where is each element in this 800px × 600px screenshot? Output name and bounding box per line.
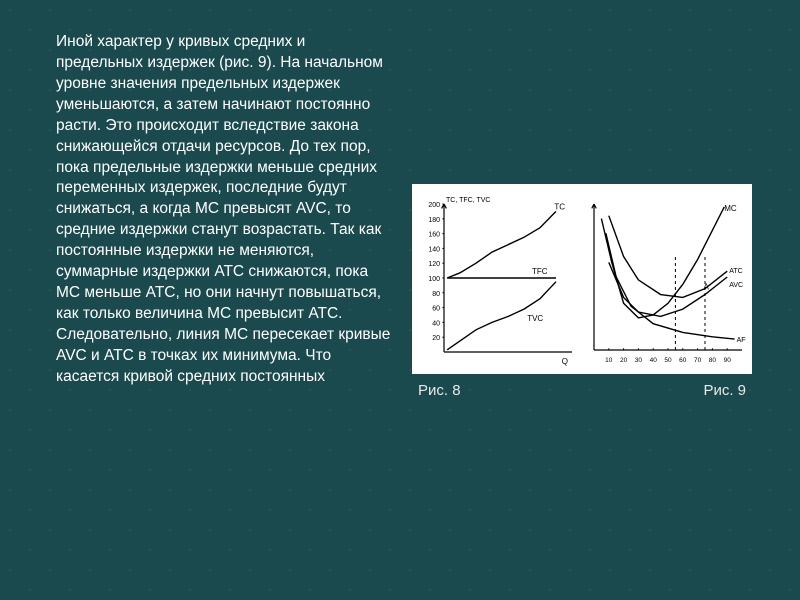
svg-text:10: 10	[605, 357, 613, 364]
svg-text:20: 20	[432, 335, 440, 342]
svg-text:70: 70	[694, 357, 702, 364]
svg-text:AVC: AVC	[729, 282, 743, 289]
figure-captions: Рис. 8 Рис. 9	[412, 382, 752, 399]
svg-text:MC: MC	[724, 204, 737, 213]
svg-text:Q: Q	[562, 357, 568, 366]
svg-text:AFC: AFC	[737, 337, 746, 344]
figure-9-chart: 10 20 30 40 50 60 70 80 90 MC ATC AVC AFC A	[580, 190, 746, 368]
svg-text:100: 100	[428, 276, 440, 283]
svg-text:A: A	[704, 283, 710, 292]
svg-text:200: 200	[428, 202, 440, 209]
svg-text:90: 90	[724, 357, 732, 364]
svg-text:80: 80	[432, 291, 440, 298]
charts-container: 20 40 60 80 100 120 140 160 180 200 TC, TFC, TVC TC…	[412, 184, 752, 374]
svg-text:TVC: TVC	[527, 314, 543, 323]
svg-text:20: 20	[620, 357, 628, 364]
svg-text:TC: TC	[554, 202, 565, 211]
svg-text:120: 120	[428, 261, 440, 268]
svg-text:60: 60	[432, 306, 440, 313]
body-text: Иной характер у кривых средних и предель…	[56, 32, 396, 399]
svg-text:40: 40	[432, 320, 440, 327]
svg-text:60: 60	[679, 357, 687, 364]
svg-text:TFC: TFC	[532, 267, 548, 276]
svg-text:30: 30	[635, 357, 643, 364]
svg-text:40: 40	[650, 357, 658, 364]
svg-text:80: 80	[709, 357, 717, 364]
svg-text:180: 180	[428, 217, 440, 224]
svg-text:50: 50	[664, 357, 672, 364]
figure-8-chart: 20 40 60 80 100 120 140 160 180 200 TC, TFC, TVC TC…	[418, 190, 576, 368]
figures-column: 20 40 60 80 100 120 140 160 180 200 TC, TFC, TVC TC…	[412, 32, 780, 399]
svg-text:ATC: ATC	[729, 268, 742, 275]
svg-text:TC, TFC, TVC: TC, TFC, TVC	[446, 197, 490, 204]
svg-text:140: 140	[428, 246, 440, 253]
caption-fig-8: Рис. 8	[418, 382, 461, 399]
svg-text:160: 160	[428, 232, 440, 239]
caption-fig-9: Рис. 9	[703, 382, 746, 399]
